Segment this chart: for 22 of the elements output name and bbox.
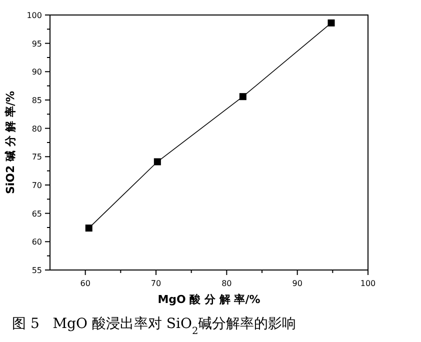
- point: [154, 158, 161, 166]
- y-tick-label: 60: [32, 238, 42, 247]
- y-axis-title: SiO2 碱 分 解 率/%: [4, 90, 17, 194]
- caption: 图 5 MgO 酸浸出率对 SiO$_{2}$碱分解率的影响: [12, 316, 296, 336]
- point: [328, 19, 335, 26]
- y-tick-label: 75: [32, 152, 42, 162]
- point: [85, 224, 92, 232]
- y-tick-label: 55: [32, 266, 42, 275]
- y-tick-label: 100: [26, 11, 42, 20]
- x-tick-label: 70: [150, 279, 162, 288]
- x-tick-label: 100: [360, 279, 376, 288]
- y-tick-label: 70: [32, 181, 42, 190]
- x-axis-title: MgO 酸 分 解 率/%: [158, 293, 260, 306]
- y-tick-label: 95: [32, 39, 42, 48]
- x-tick-label: 80: [222, 279, 232, 288]
- y-tick-label: 80: [32, 124, 42, 134]
- point: [239, 93, 246, 100]
- y-tick-label: 85: [32, 96, 42, 105]
- y-tick-label: 90: [32, 68, 42, 77]
- x-tick-label: 60: [80, 279, 90, 288]
- x-tick-label: 90: [292, 279, 302, 288]
- y-tick-label: 65: [32, 209, 42, 218]
